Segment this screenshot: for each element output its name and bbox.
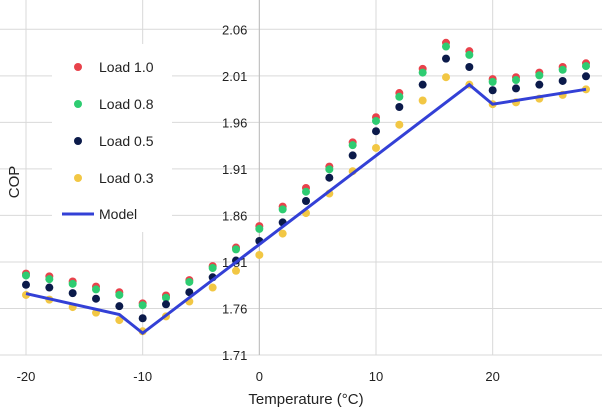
y-tick-label: 1.96 (222, 115, 247, 130)
y-tick-label: 1.76 (222, 301, 247, 316)
point-load-0-5 (68, 289, 77, 298)
point-load-0-3 (115, 316, 124, 325)
point-load-0-8 (302, 187, 310, 196)
y-axis-title: COP (6, 166, 23, 199)
point-load-0-5 (162, 300, 170, 309)
legend-marker (74, 137, 82, 145)
plot-area (22, 38, 590, 336)
legend-label: Load 1.0 (99, 59, 154, 75)
legend-marker (74, 63, 82, 71)
point-load-0-8 (465, 50, 474, 59)
point-load-0-5 (325, 173, 334, 182)
point-load-0-3 (395, 120, 404, 129)
point-load-0-8 (22, 271, 30, 280)
point-load-0-5 (22, 280, 30, 289)
point-load-0-8 (372, 116, 380, 125)
point-load-0-8 (488, 77, 497, 86)
point-load-0-8 (325, 165, 334, 174)
y-tick-label: 1.71 (222, 348, 247, 363)
point-load-0-8 (92, 285, 100, 294)
point-load-0-8 (208, 263, 217, 272)
point-load-0-8 (558, 65, 567, 74)
y-tick-label: 2.01 (222, 69, 247, 84)
x-tick-label: -10 (133, 369, 152, 384)
point-load-0-5 (185, 288, 194, 297)
point-load-0-3 (418, 96, 427, 105)
point-load-0-8 (255, 224, 264, 233)
point-load-0-8 (418, 68, 427, 77)
point-load-0-5 (92, 294, 100, 303)
point-load-0-5 (465, 62, 474, 71)
x-tick-label: 20 (485, 369, 499, 384)
point-load-0-8 (45, 275, 54, 284)
x-tick-label: 10 (369, 369, 383, 384)
x-axis-title: Temperature (°C) (248, 391, 363, 408)
point-load-0-5 (512, 84, 520, 93)
point-load-0-8 (512, 76, 520, 85)
legend-label: Load 0.3 (99, 170, 154, 186)
point-load-0-8 (278, 205, 287, 214)
x-tick-label: -20 (17, 369, 36, 384)
point-load-0-5 (45, 283, 54, 292)
x-tick-label: 0 (256, 369, 263, 384)
point-load-0-8 (395, 92, 404, 101)
point-load-0-5 (582, 72, 590, 81)
point-load-0-5 (138, 314, 147, 323)
legend-marker (74, 174, 82, 182)
model-line (25, 82, 587, 336)
point-load-0-3 (255, 250, 264, 259)
y-tick-label: 2.06 (222, 22, 247, 37)
point-load-0-5 (442, 54, 450, 63)
point-load-0-5 (348, 151, 357, 160)
point-load-0-5 (535, 80, 544, 89)
point-load-0-5 (395, 103, 404, 112)
point-load-0-5 (488, 86, 497, 95)
point-load-0-5 (558, 76, 567, 85)
point-load-0-3 (232, 266, 240, 275)
point-load-0-3 (372, 143, 380, 152)
point-load-0-8 (232, 245, 240, 254)
point-load-0-8 (535, 71, 544, 80)
point-load-0-3 (278, 229, 287, 238)
legend-background (52, 44, 172, 232)
y-tick-label: 1.91 (222, 162, 247, 177)
point-load-0-5 (372, 127, 380, 136)
legend: Load 1.0 Load 0.8 Load 0.5 Load 0.3 Model (52, 44, 172, 232)
legend-marker (74, 100, 82, 108)
point-load-0-8 (162, 293, 170, 302)
point-load-0-3 (442, 73, 450, 82)
point-load-0-5 (115, 302, 124, 311)
point-load-0-8 (348, 141, 357, 150)
point-load-0-8 (68, 279, 77, 288)
point-load-0-8 (115, 290, 124, 299)
point-load-0-8 (582, 62, 590, 71)
point-load-0-5 (302, 196, 310, 205)
legend-label: Model (99, 206, 137, 222)
point-load-0-8 (138, 301, 147, 310)
point-load-0-8 (442, 42, 450, 51)
y-tick-label: 1.86 (222, 208, 247, 223)
legend-label: Load 0.5 (99, 133, 154, 149)
legend-label: Load 0.8 (99, 96, 154, 112)
point-load-0-5 (418, 80, 427, 89)
point-load-0-8 (185, 277, 194, 286)
point-load-0-3 (208, 283, 217, 292)
